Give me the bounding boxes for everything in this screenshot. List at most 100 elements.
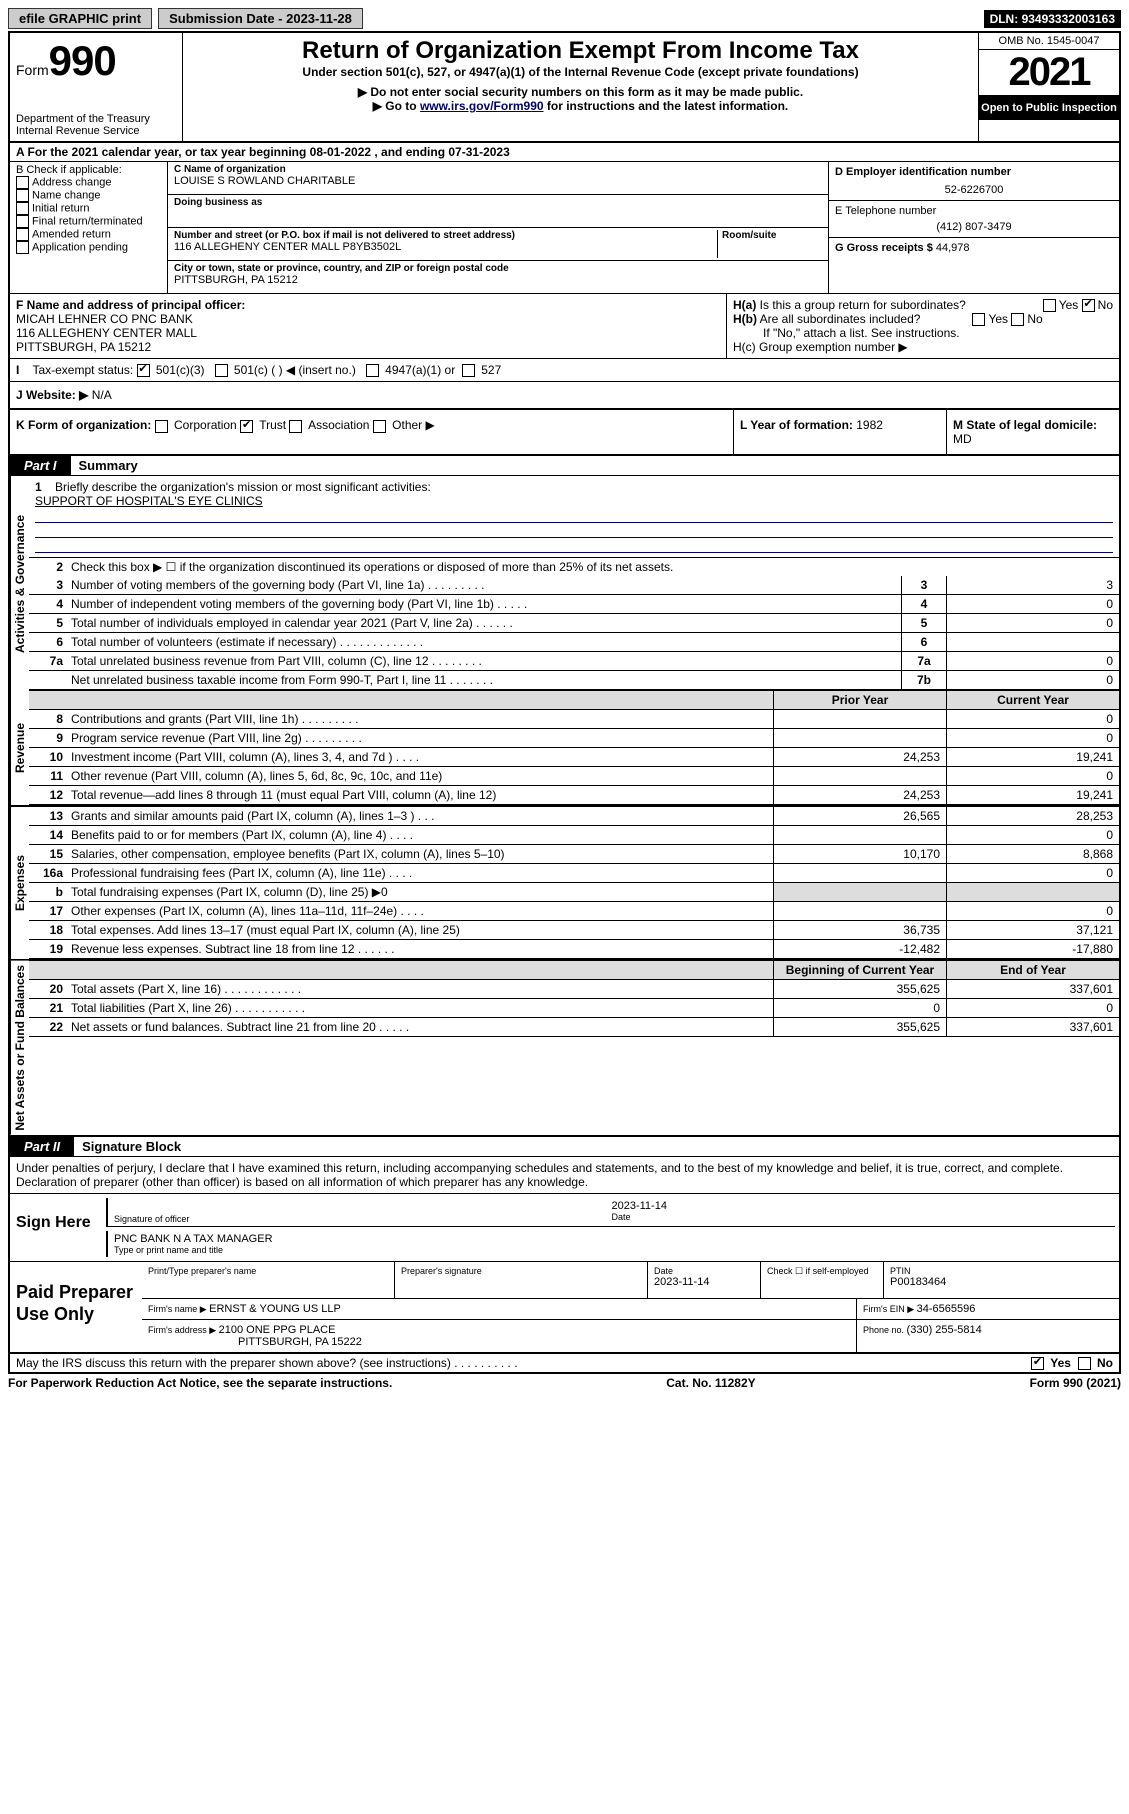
gross-label: G Gross receipts $	[835, 242, 936, 254]
cb-discuss-yes[interactable]	[1031, 1357, 1044, 1370]
paperwork-notice: For Paperwork Reduction Act Notice, see …	[8, 1376, 392, 1390]
org-name-row: C Name of organization LOUISE S ROWLAND …	[168, 162, 828, 195]
cb-corp[interactable]	[155, 420, 168, 433]
col-b-checkboxes: B Check if applicable: Address change Na…	[10, 162, 168, 293]
cat-no: Cat. No. 11282Y	[666, 1376, 755, 1390]
discuss-row: May the IRS discuss this return with the…	[10, 1354, 1119, 1372]
cb-501c3[interactable]	[137, 364, 150, 377]
officer-name-row: PNC BANK N A TAX MANAGER Type or print n…	[106, 1231, 1115, 1257]
gov-row-7b: Net unrelated business taxable income fr…	[29, 671, 1119, 691]
preparer-name-row: Print/Type preparer's name Preparer's si…	[142, 1262, 1119, 1299]
cb-application-pending[interactable]: Application pending	[16, 241, 161, 254]
paid-preparer-block: Paid Preparer Use Only Print/Type prepar…	[10, 1262, 1119, 1354]
org-name-label: C Name of organization	[174, 164, 822, 175]
omb-number: OMB No. 1545-0047	[979, 33, 1119, 50]
firm-addr-row: Firm's address ▶ 2100 ONE PPG PLACE PITT…	[142, 1320, 1119, 1352]
officer-name: MICAH LEHNER CO PNC BANK	[16, 312, 720, 326]
header-left: Form990 Department of the Treasury Inter…	[10, 33, 183, 141]
cb-4947[interactable]	[366, 364, 379, 377]
row-a-tax-year: A For the 2021 calendar year, or tax yea…	[10, 143, 1119, 162]
phone-label: E Telephone number	[835, 205, 1113, 217]
paid-preparer-label: Paid Preparer Use Only	[10, 1262, 142, 1352]
firm-name-row: Firm's name ▶ ERNST & YOUNG US LLP Firm'…	[142, 1299, 1119, 1320]
vtab-net: Net Assets or Fund Balances	[10, 961, 29, 1135]
row-line-15: 15Salaries, other compensation, employee…	[29, 845, 1119, 864]
row-line-8: 8Contributions and grants (Part VIII, li…	[29, 710, 1119, 729]
form-number: Form990	[16, 37, 176, 85]
irs-label: Internal Revenue Service	[16, 125, 176, 137]
discuss-text: May the IRS discuss this return with the…	[16, 1356, 518, 1370]
sign-here-label: Sign Here	[10, 1194, 102, 1261]
officer-name-label: Type or print name and title	[114, 1245, 1109, 1255]
efile-print-button[interactable]: efile GRAPHIC print	[8, 8, 152, 29]
firm-ein-value: 34-6565596	[917, 1303, 976, 1315]
sign-fields: Signature of officer 2023-11-14 Date PNC…	[102, 1194, 1119, 1261]
end-year-header: End of Year	[946, 961, 1119, 979]
room-label: Room/suite	[722, 230, 822, 241]
firm-addr1: 2100 ONE PPG PLACE	[219, 1324, 336, 1336]
gov-row-7a: 7aTotal unrelated business revenue from …	[29, 652, 1119, 671]
summary-revenue: Revenue Prior Year Current Year 8Contrib…	[10, 691, 1119, 807]
expenses-body: 13Grants and similar amounts paid (Part …	[29, 807, 1119, 959]
firm-addr2: PITTSBURGH, PA 15222	[148, 1336, 850, 1348]
sig-date-label: Date	[612, 1212, 1110, 1222]
part2-header: Part II Signature Block	[10, 1137, 1119, 1157]
row-line-12: 12Total revenue—add lines 8 through 11 (…	[29, 786, 1119, 805]
cb-assoc[interactable]	[289, 420, 302, 433]
row-fh: F Name and address of principal officer:…	[10, 294, 1119, 359]
mission-value: SUPPORT OF HOSPITAL'S EYE CLINICS	[35, 494, 263, 508]
addr-label: Number and street (or P.O. box if mail i…	[174, 230, 717, 241]
officer-signature-row: Signature of officer 2023-11-14 Date	[106, 1198, 1115, 1227]
header-center: Return of Organization Exempt From Incom…	[183, 33, 978, 141]
officer-addr1: 116 ALLEGHENY CENTER MALL	[16, 326, 720, 340]
form-container: Form990 Department of the Treasury Inter…	[8, 31, 1121, 1374]
cb-527[interactable]	[462, 364, 475, 377]
tax-year: 2021	[979, 50, 1119, 96]
l-value: 1982	[856, 418, 883, 432]
m-value: MD	[953, 432, 1113, 446]
line2-text: Check this box ▶ ☐ if the organization d…	[67, 558, 1119, 576]
cb-amended-return[interactable]: Amended return	[16, 228, 161, 241]
city-label: City or town, state or province, country…	[174, 263, 822, 274]
cb-name-change[interactable]: Name change	[16, 189, 161, 202]
firm-name-label: Firm's name ▶	[148, 1304, 209, 1314]
addr-value: 116 ALLEGHENY CENTER MALL P8YB3502L	[174, 241, 717, 253]
part1-header: Part I Summary	[10, 456, 1119, 476]
submission-date-button[interactable]: Submission Date - 2023-11-28	[158, 8, 363, 29]
col-de: D Employer identification number 52-6226…	[828, 162, 1119, 293]
row-line-17: 17Other expenses (Part IX, column (A), l…	[29, 902, 1119, 921]
sign-here-block: Sign Here Signature of officer 2023-11-1…	[10, 1194, 1119, 1262]
irs-link[interactable]: www.irs.gov/Form990	[420, 99, 544, 113]
form-header: Form990 Department of the Treasury Inter…	[10, 33, 1119, 143]
phone-row: E Telephone number (412) 807-3479	[829, 201, 1119, 238]
beginning-year-header: Beginning of Current Year	[773, 961, 946, 979]
net-header-row: Beginning of Current Year End of Year	[29, 961, 1119, 980]
cb-final-return[interactable]: Final return/terminated	[16, 215, 161, 228]
gov-row-4: 4Number of independent voting members of…	[29, 595, 1119, 614]
vtab-revenue: Revenue	[10, 691, 29, 805]
row-i-tax-status: I Tax-exempt status: 501(c)(3) 501(c) ( …	[10, 359, 1119, 382]
row-line-22: 22Net assets or fund balances. Subtract …	[29, 1018, 1119, 1037]
cb-discuss-no[interactable]	[1078, 1357, 1091, 1370]
pp-check-label: Check ☐ if self-employed	[767, 1266, 877, 1277]
pp-ptin-label: PTIN	[890, 1266, 1113, 1276]
vtab-governance: Activities & Governance	[10, 476, 29, 691]
summary-governance: Activities & Governance 1 Briefly descri…	[10, 476, 1119, 691]
open-public-badge: Open to Public Inspection	[979, 96, 1119, 120]
website-label: J Website: ▶	[16, 388, 92, 402]
cb-other[interactable]	[373, 420, 386, 433]
city-row: City or town, state or province, country…	[168, 261, 828, 293]
part1-tab: Part I	[10, 456, 71, 475]
gross-receipts-row: G Gross receipts $ 44,978	[829, 238, 1119, 258]
hb-label: H(b) Are all subordinates included?	[733, 312, 920, 326]
cb-initial-return[interactable]: Initial return	[16, 202, 161, 215]
cb-501c[interactable]	[215, 364, 228, 377]
cb-address-change[interactable]: Address change	[16, 176, 161, 189]
dept-treasury: Department of the Treasury	[16, 113, 176, 125]
cb-trust[interactable]	[240, 420, 253, 433]
sub3-post: for instructions and the latest informat…	[544, 99, 789, 113]
ha-row: H(a) Is this a group return for subordin…	[733, 298, 1113, 312]
row-line-16a: 16aProfessional fundraising fees (Part I…	[29, 864, 1119, 883]
subtitle-2: ▶ Do not enter social security numbers o…	[203, 85, 958, 99]
k-label: K Form of organization:	[16, 418, 151, 432]
